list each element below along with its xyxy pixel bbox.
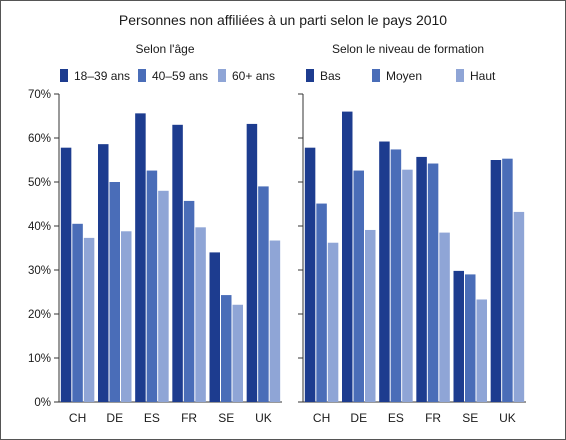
left-bar-es-0: [135, 113, 146, 403]
right-bar-de-0: [342, 111, 353, 402]
right-bar-uk-2: [513, 211, 525, 402]
legend-label: Bas: [320, 69, 341, 83]
left-bar-se-0: [209, 252, 220, 402]
y-tick-label: 50%: [28, 177, 51, 189]
x-category-label: SE: [462, 411, 478, 425]
left-bar-ch-2: [83, 237, 95, 402]
left-bar-fr-2: [195, 227, 206, 402]
y-tick-label: 20%: [28, 309, 51, 321]
right-bar-es-2: [402, 169, 413, 402]
left-bar-fr-0: [172, 124, 183, 403]
x-category-label: UK: [255, 411, 272, 425]
right-bar-uk-0: [490, 160, 502, 402]
legend-swatch: [306, 69, 314, 82]
legend-label: 60+ ans: [232, 69, 275, 83]
legend-swatch: [456, 69, 464, 82]
left-bar-ch-0: [60, 147, 72, 402]
x-category-label: CH: [313, 411, 330, 425]
left-panel-title: Selon l'âge: [135, 42, 194, 56]
legend-swatch: [218, 69, 226, 82]
y-tick-label: 10%: [28, 353, 51, 365]
right-bar-de-2: [365, 229, 376, 402]
y-tick-label: 40%: [28, 221, 51, 233]
x-category-label: ES: [144, 411, 160, 425]
legend-label: Moyen: [386, 69, 422, 83]
legend-label: 18–39 ans: [74, 69, 130, 83]
left-bar-se-1: [221, 295, 232, 402]
x-category-label: DE: [350, 411, 367, 425]
left-bar-fr-1: [183, 200, 195, 402]
right-panel: CH DE ES FR SE UK: [298, 93, 526, 425]
left-legend: 18–39 ans 40–59 ans 60+ ans: [60, 69, 275, 83]
left-bar-uk-2: [269, 240, 281, 402]
y-tick-label: 60%: [28, 133, 51, 145]
left-bar-de-2: [121, 231, 132, 402]
x-category-label: FR: [181, 411, 197, 425]
left-panel: 0% 10% 20% 30% 40% 50% 60% 70% CH DE ES FR SE UK: [28, 89, 282, 425]
left-bar-es-1: [146, 170, 158, 402]
right-bar-ch-1: [316, 203, 327, 402]
right-bar-se-2: [476, 299, 487, 402]
right-bar-fr-1: [427, 163, 439, 402]
right-bar-se-0: [453, 270, 464, 402]
right-bar-ch-2: [327, 242, 339, 402]
right-bar-fr-0: [416, 156, 427, 402]
left-bar-uk-1: [258, 186, 269, 402]
right-bar-ch-0: [304, 147, 316, 402]
right-bar-es-0: [379, 141, 390, 402]
legend-swatch: [372, 69, 380, 82]
left-bar-ch-1: [72, 223, 83, 402]
x-category-label: ES: [388, 411, 404, 425]
x-category-label: UK: [499, 411, 516, 425]
x-category-label: FR: [425, 411, 441, 425]
legend-label: 40–59 ans: [152, 69, 208, 83]
right-panel-title: Selon le niveau de formation: [332, 42, 484, 56]
left-bar-de-0: [98, 144, 109, 402]
left-bar-uk-0: [246, 123, 258, 403]
x-category-label: CH: [69, 411, 86, 425]
right-bar-uk-1: [502, 158, 513, 402]
y-tick-label: 0%: [34, 397, 51, 409]
legend-label: Haut: [470, 69, 496, 83]
x-category-label: SE: [218, 411, 234, 425]
x-category-label: DE: [106, 411, 123, 425]
chart-title: Personnes non affiliées à un parti selon…: [119, 12, 447, 28]
right-bar-de-1: [353, 170, 364, 402]
left-bar-es-2: [158, 190, 169, 402]
left-bar-de-1: [109, 182, 120, 402]
legend-swatch: [138, 69, 146, 82]
right-legend: Bas Moyen Haut: [306, 69, 496, 83]
left-bar-se-2: [232, 304, 243, 402]
y-tick-label: 30%: [28, 265, 51, 277]
y-tick-label: 70%: [28, 89, 51, 101]
right-bar-es-1: [390, 149, 402, 402]
right-bar-fr-2: [439, 232, 450, 402]
legend-swatch: [60, 69, 68, 82]
right-bar-se-1: [465, 274, 476, 402]
